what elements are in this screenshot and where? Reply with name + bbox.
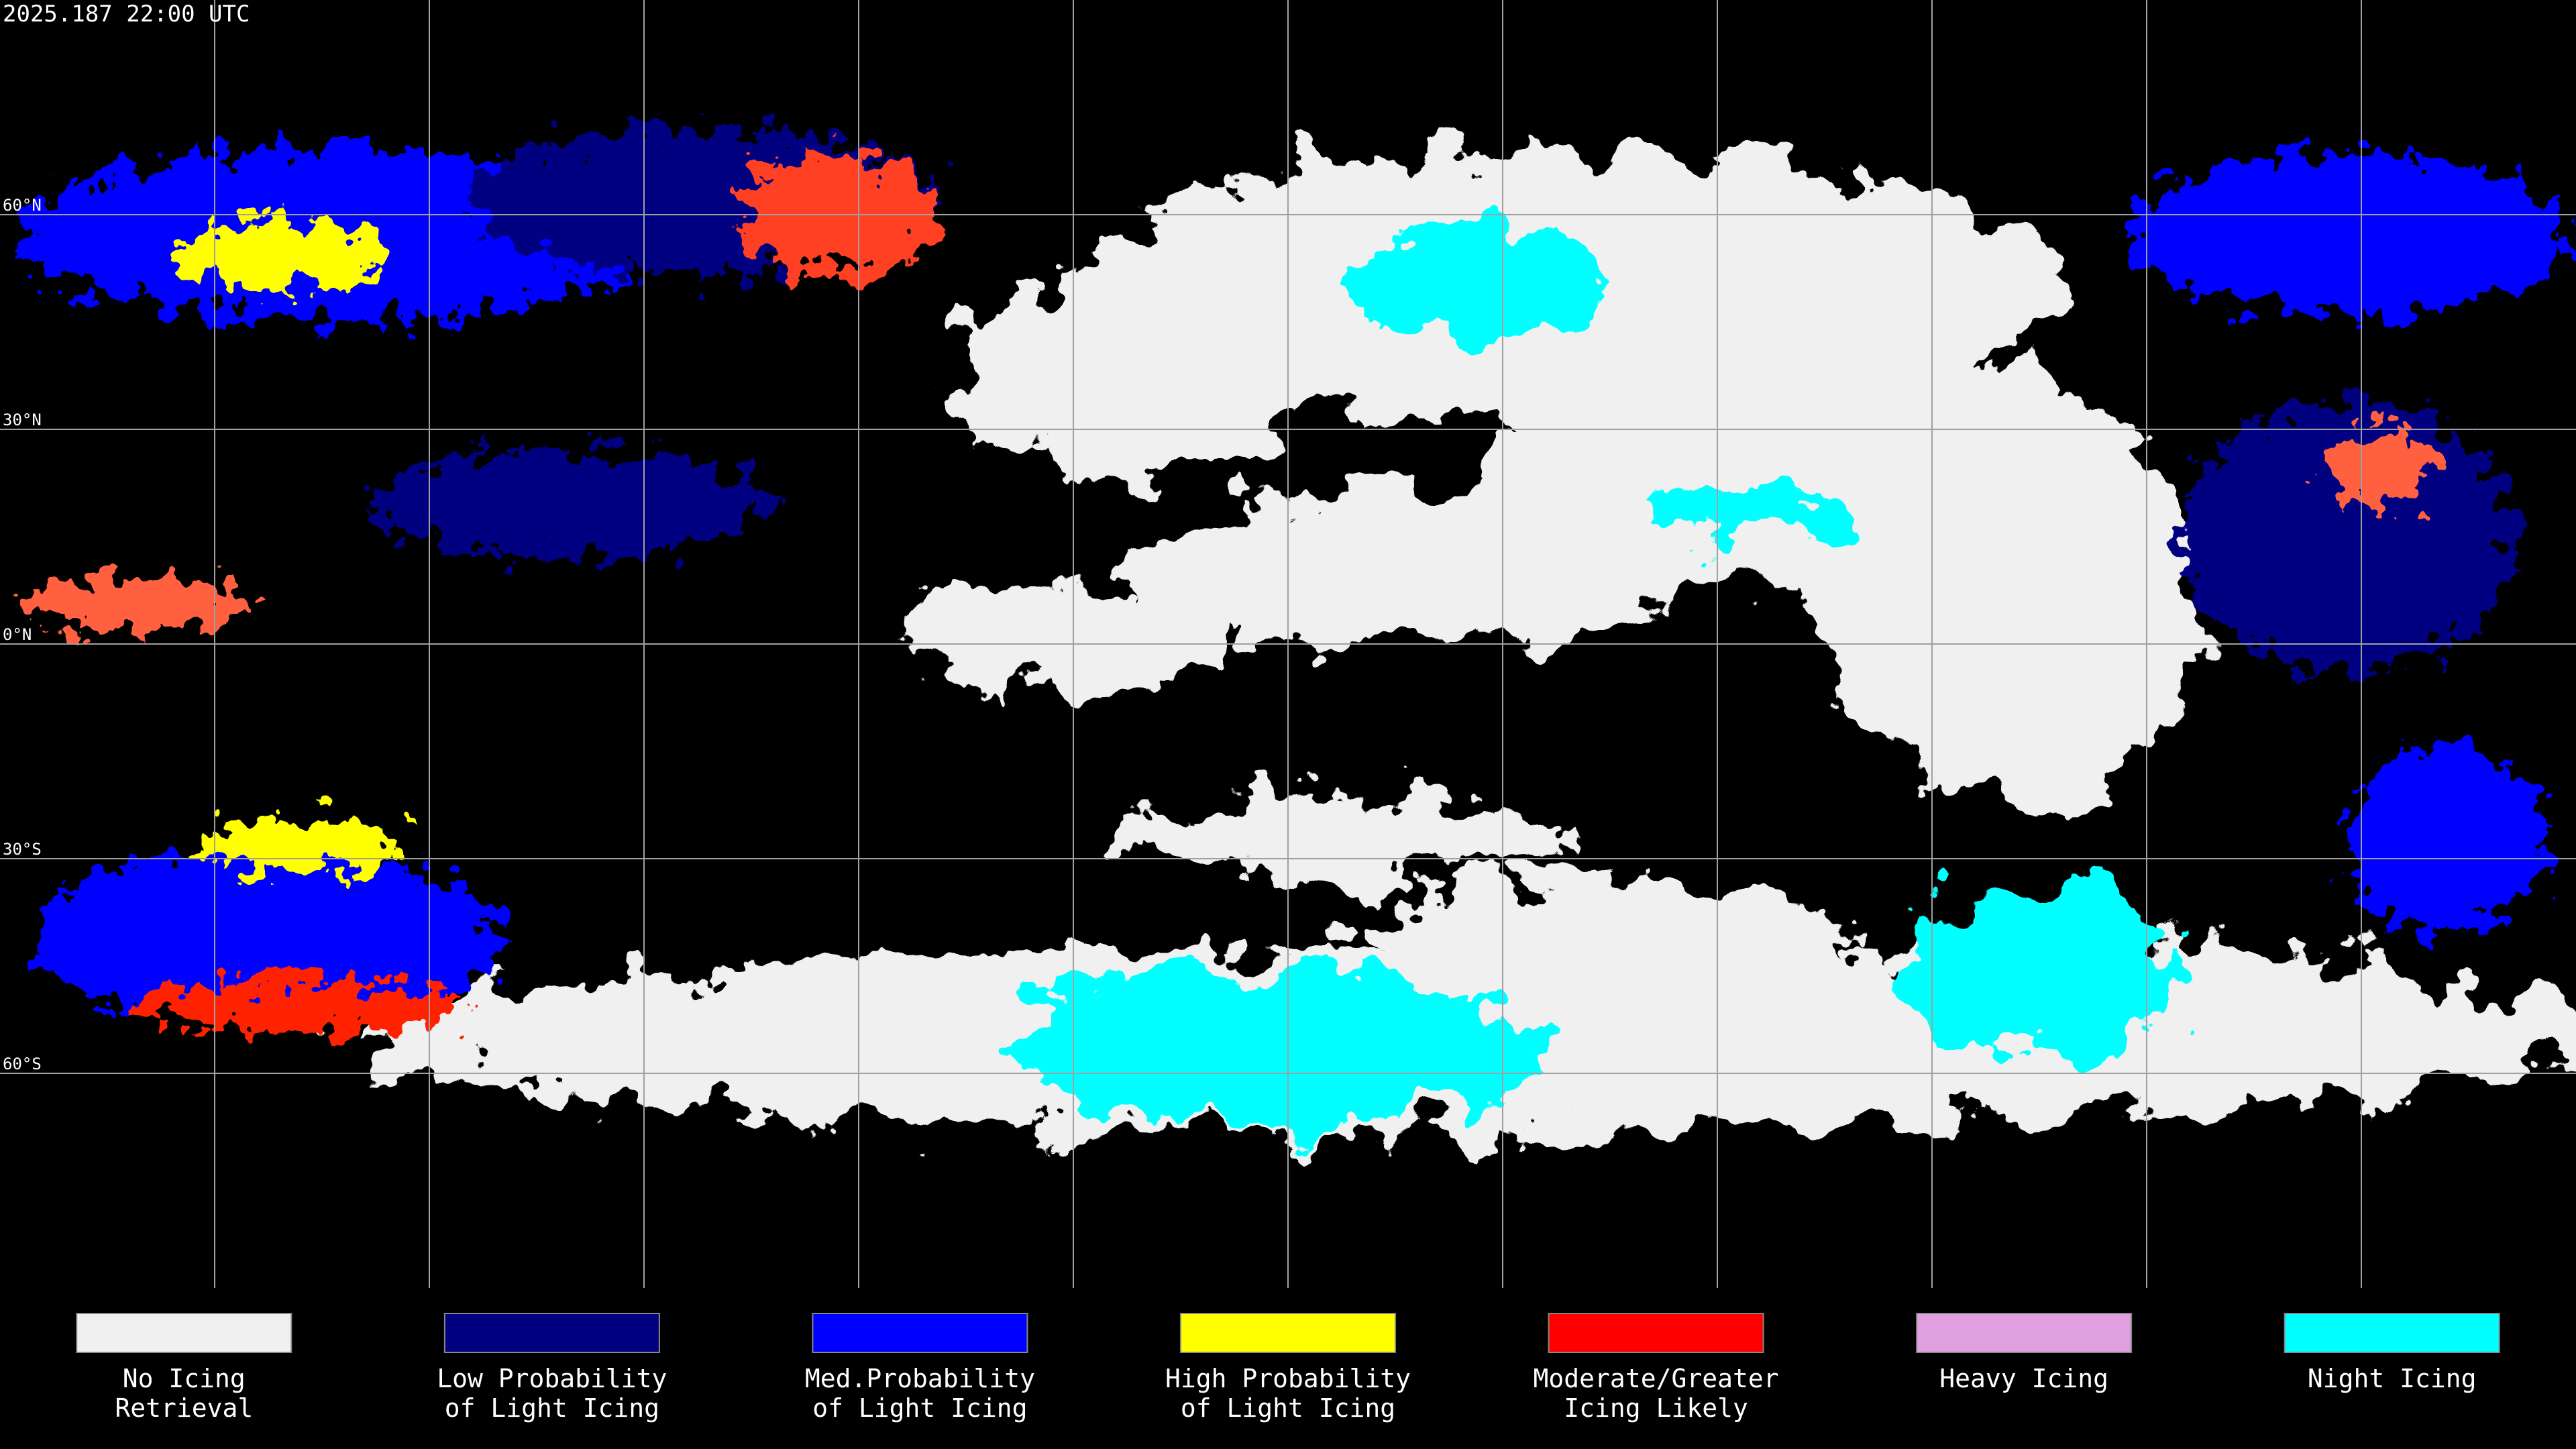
graticule	[0, 0, 2576, 1288]
legend-label: Icing Likely	[1564, 1393, 1748, 1423]
legend-label: Low Probability	[437, 1364, 667, 1393]
legend-label: Heavy Icing	[1939, 1364, 2108, 1393]
lat-labels: 60°N 30°N 0°N 30°S 60°S	[3, 196, 42, 1073]
lat-label: 30°N	[3, 411, 42, 429]
legend-swatch	[76, 1313, 292, 1353]
legend-swatch	[443, 1313, 660, 1353]
legend-swatch	[812, 1313, 1028, 1353]
lat-label: 30°S	[3, 840, 42, 859]
legend-label: Retrieval	[115, 1393, 253, 1423]
legend-label: of Light Icing	[812, 1393, 1027, 1423]
legend-label: High Probability	[1165, 1364, 1411, 1393]
lat-label: 0°N	[3, 625, 32, 644]
legend-label: Night Icing	[2308, 1364, 2477, 1393]
lat-label: 60°S	[3, 1055, 42, 1073]
legend-swatch	[2284, 1313, 2500, 1353]
legend-swatch	[1180, 1313, 1396, 1353]
legend-label: Med.Probability	[805, 1364, 1035, 1393]
legend-label: of Light Icing	[1181, 1393, 1395, 1423]
legend-swatch	[1916, 1313, 2133, 1353]
legend-label: Moderate/Greater	[1534, 1364, 1779, 1393]
cloud-icing	[13, 127, 2569, 1033]
legend-label: No Icing	[123, 1364, 246, 1393]
lat-label: 60°N	[3, 196, 42, 215]
legend-swatch	[1548, 1313, 1764, 1353]
timestamp: 2025.187 22:00 UTC	[3, 1, 250, 28]
legend-label: of Light Icing	[445, 1393, 659, 1423]
